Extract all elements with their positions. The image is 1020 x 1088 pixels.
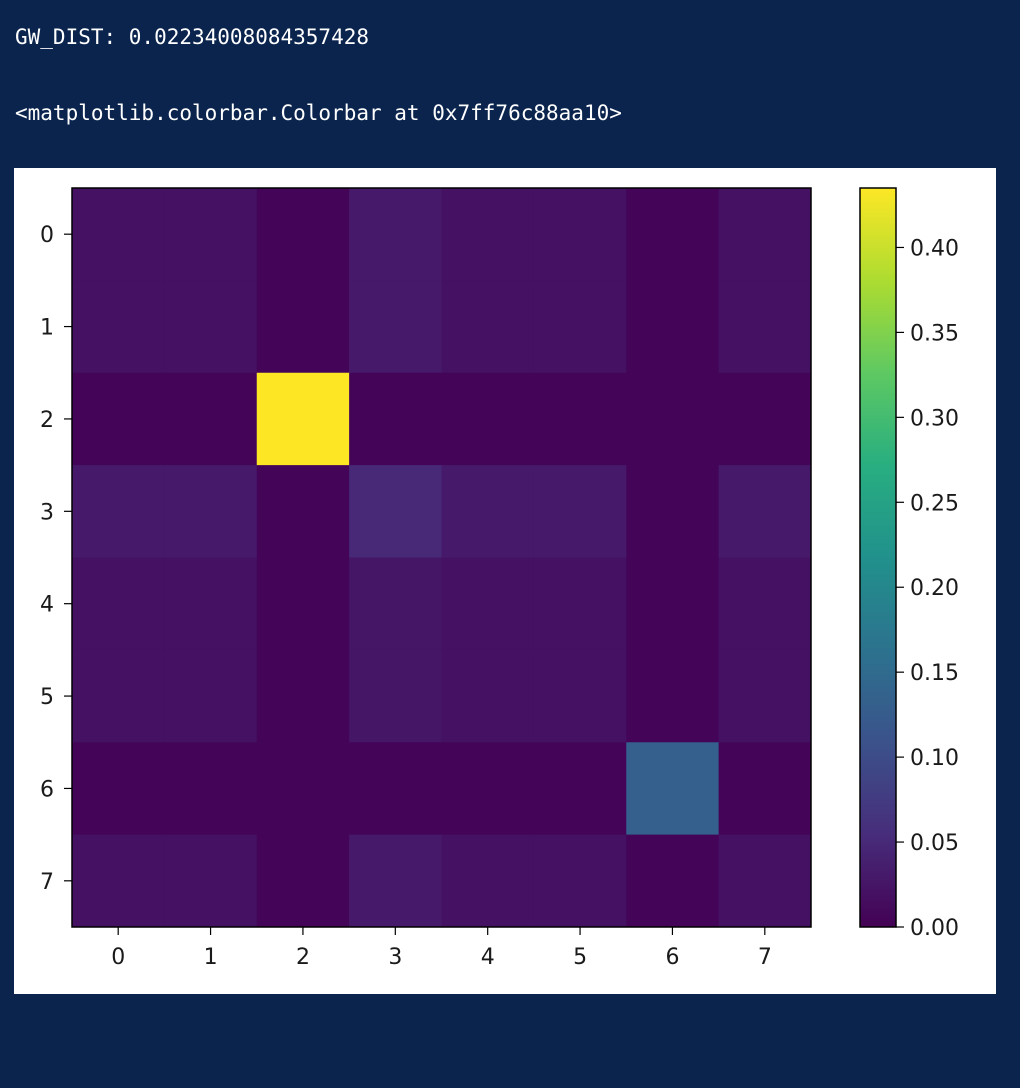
colorbar-repr-output: <matplotlib.colorbar.Colorbar at 0x7ff76… bbox=[15, 101, 622, 125]
heatmap-cell-r5-c0 bbox=[72, 649, 165, 743]
heatmap-frame bbox=[71, 187, 812, 928]
colorbar-tick-label: 0.00 bbox=[910, 916, 959, 941]
heatmap-cell-r7-c2 bbox=[256, 834, 350, 928]
y-axis-ticks: 0 1 2 3 4 5 6 7 bbox=[40, 223, 72, 895]
heatmap-cell-r4-c4 bbox=[441, 557, 535, 651]
heatmap-cell-r3-c7 bbox=[718, 465, 812, 558]
heatmap-cell-r0-c3 bbox=[349, 188, 442, 281]
heatmap-cell-r3-c3 bbox=[349, 465, 442, 558]
colorbar bbox=[859, 187, 897, 928]
heatmap-cell-r6-c6 bbox=[626, 742, 720, 836]
y-tick-label: 0 bbox=[40, 223, 54, 248]
colorbar-tick-label: 0.40 bbox=[910, 236, 959, 261]
heatmap-cell-r4-c6 bbox=[626, 557, 720, 651]
heatmap-cell-r1-c0 bbox=[72, 280, 165, 374]
y-tick-label: 1 bbox=[40, 316, 54, 341]
heatmap-cell-r6-c2 bbox=[256, 742, 350, 836]
colorbar-tick-label: 0.30 bbox=[910, 406, 959, 431]
heatmap-cell-r6-c4 bbox=[441, 742, 535, 836]
heatmap-cell-r3-c2 bbox=[256, 465, 350, 558]
gw-dist-output: GW_DIST: 0.02234008084357428 bbox=[15, 25, 370, 49]
x-tick-label: 4 bbox=[481, 945, 495, 970]
x-tick-label: 1 bbox=[204, 945, 218, 970]
heatmap-cell-r5-c1 bbox=[164, 649, 258, 743]
x-tick-label: 2 bbox=[296, 945, 310, 970]
heatmap-cell-r7-c7 bbox=[718, 834, 812, 928]
colorbar-tick-label: 0.05 bbox=[910, 831, 959, 856]
x-tick-label: 0 bbox=[111, 945, 125, 970]
heatmap-cell-r1-c4 bbox=[441, 280, 535, 374]
colorbar-tick-label: 0.35 bbox=[910, 321, 959, 346]
heatmap-cell-r3-c6 bbox=[626, 465, 720, 558]
x-tick-label: 7 bbox=[758, 945, 772, 970]
heatmap-cell-r6-c0 bbox=[72, 742, 165, 836]
heatmap-cell-r0-c6 bbox=[626, 188, 720, 281]
heatmap-cell-r3-c0 bbox=[72, 465, 165, 558]
heatmap-cell-r6-c7 bbox=[718, 742, 812, 836]
y-tick-label: 2 bbox=[40, 408, 54, 433]
heatmap-cell-r2-c5 bbox=[533, 372, 627, 466]
heatmap-cell-r2-c1 bbox=[164, 372, 258, 466]
heatmap-cell-r3-c1 bbox=[164, 465, 258, 558]
y-tick-label: 3 bbox=[40, 500, 54, 525]
y-tick-label: 6 bbox=[40, 777, 54, 802]
heatmap-cell-r0-c0 bbox=[72, 188, 165, 281]
heatmap-cell-r0-c5 bbox=[533, 188, 627, 281]
heatmap-cell-r6-c5 bbox=[533, 742, 627, 836]
colorbar-ticks: 0.00 0.05 0.10 0.15 0.20 0.25 0.30 0.35 0.40 bbox=[896, 236, 959, 941]
heatmap-cell-r5-c4 bbox=[441, 649, 535, 743]
heatmap-cell-r2-c2 bbox=[256, 372, 350, 466]
heatmap-cell-r1-c2 bbox=[256, 280, 350, 374]
heatmap-cell-r2-c7 bbox=[718, 372, 812, 466]
heatmap-cell-r5-c2 bbox=[256, 649, 350, 743]
heatmap-cell-r7-c5 bbox=[533, 834, 627, 928]
heatmap-cell-r7-c6 bbox=[626, 834, 720, 928]
y-tick-label: 7 bbox=[40, 870, 54, 895]
heatmap-cell-r1-c3 bbox=[349, 280, 442, 374]
heatmap-cell-r0-c2 bbox=[256, 188, 350, 281]
heatmap-cell-r3-c5 bbox=[533, 465, 627, 558]
x-tick-label: 3 bbox=[388, 945, 402, 970]
heatmap-cell-r1-c7 bbox=[718, 280, 812, 374]
y-tick-label: 4 bbox=[40, 593, 54, 618]
x-axis-ticks: 0 1 2 3 4 5 6 7 bbox=[111, 927, 772, 970]
x-tick-label: 5 bbox=[573, 945, 587, 970]
heatmap-cell-r1-c5 bbox=[533, 280, 627, 374]
colorbar-tick-label: 0.25 bbox=[910, 491, 959, 516]
heatmap-cell-r4-c7 bbox=[718, 557, 812, 651]
colorbar-tick-label: 0.10 bbox=[910, 746, 959, 771]
heatmap-cell-r5-c7 bbox=[718, 649, 812, 743]
heatmap-cell-r7-c3 bbox=[349, 834, 442, 928]
heatmap-cell-r4-c1 bbox=[164, 557, 258, 651]
heatmap-cell-r0-c7 bbox=[718, 188, 812, 281]
heatmap-cell-r6-c3 bbox=[349, 742, 442, 836]
heatmap-cell-r4-c2 bbox=[256, 557, 350, 651]
heatmap-cell-r0-c1 bbox=[164, 188, 258, 281]
heatmap-cell-r7-c4 bbox=[441, 834, 535, 928]
heatmap-cell-r5-c5 bbox=[533, 649, 627, 743]
heatmap-cell-r1-c6 bbox=[626, 280, 720, 374]
heatmap-cell-r2-c6 bbox=[626, 372, 720, 466]
heatmap-cell-r5-c6 bbox=[626, 649, 720, 743]
heatmap-cell-r2-c4 bbox=[441, 372, 535, 466]
heatmap-cell-r2-c3 bbox=[349, 372, 442, 466]
colorbar-tick-label: 0.15 bbox=[910, 661, 959, 686]
heatmap-cell-r2-c0 bbox=[72, 372, 165, 466]
heatmap-cell-r5-c3 bbox=[349, 649, 442, 743]
heatmap-cell-r7-c1 bbox=[164, 834, 258, 928]
heatmap-cell-r4-c5 bbox=[533, 557, 627, 651]
x-tick-label: 6 bbox=[665, 945, 679, 970]
y-tick-label: 5 bbox=[40, 685, 54, 710]
heatmap-cell-r3-c4 bbox=[441, 465, 535, 558]
heatmap-cells bbox=[72, 188, 812, 928]
heatmap-cell-r6-c1 bbox=[164, 742, 258, 836]
heatmap-cell-r0-c4 bbox=[441, 188, 535, 281]
colorbar-tick-label: 0.20 bbox=[910, 576, 959, 601]
heatmap-cell-r1-c1 bbox=[164, 280, 258, 374]
heatmap-cell-r4-c3 bbox=[349, 557, 442, 651]
heatmap-cell-r4-c0 bbox=[72, 557, 165, 651]
heatmap-cell-r7-c0 bbox=[72, 834, 165, 928]
